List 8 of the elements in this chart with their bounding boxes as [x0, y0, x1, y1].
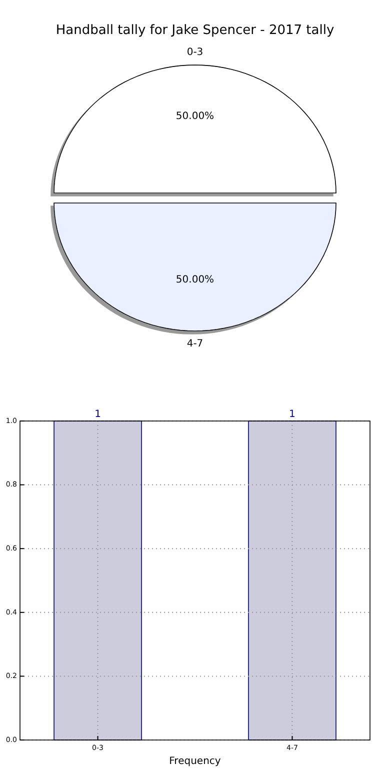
- data-label: 50.00%: [176, 274, 214, 286]
- chart-title: Handball tally for Jake Spencer - 2017 tally: [56, 23, 334, 38]
- slice-label: 0-3: [186, 46, 204, 58]
- data-label: 1: [94, 409, 101, 420]
- slice-label: 4-7: [186, 338, 204, 350]
- data-label: 1: [289, 409, 296, 420]
- x-axis-title: Frequency: [169, 756, 221, 767]
- data-label: 50.00%: [176, 110, 214, 122]
